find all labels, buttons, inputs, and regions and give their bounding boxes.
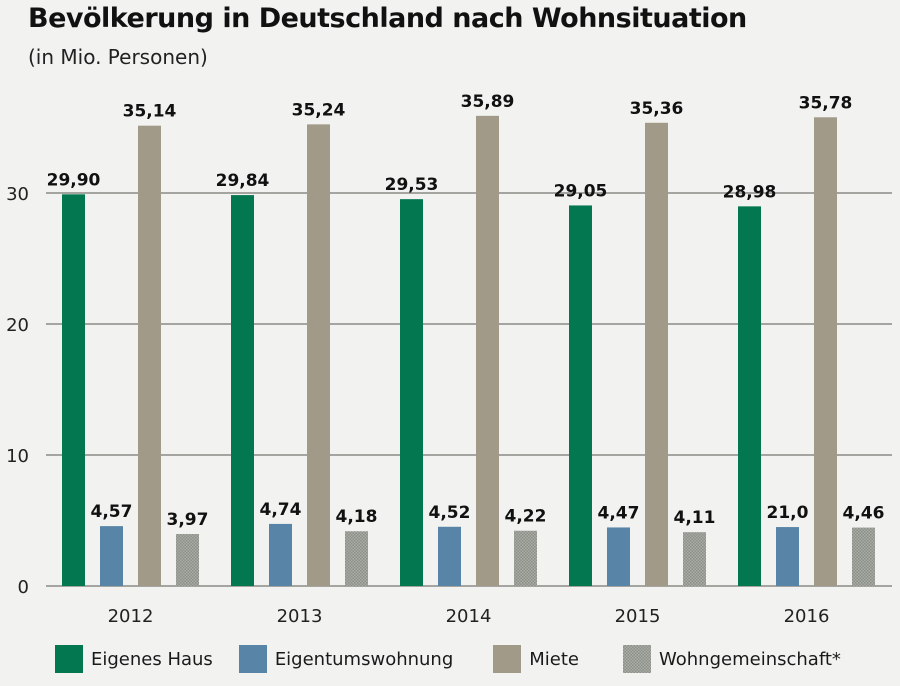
data-label: 35,78	[799, 93, 853, 113]
legend-swatch	[238, 645, 267, 673]
data-label: 4,57	[91, 502, 133, 522]
legend-label: Miete	[529, 648, 580, 670]
bar-miete-2014	[476, 115, 499, 586]
bar-miete-2013	[307, 124, 330, 586]
data-label: 35,24	[292, 100, 346, 120]
x-tick-label: 2014	[446, 606, 492, 627]
legend-label: Eigenes Haus	[91, 648, 213, 670]
bar-eigenes-haus-2016	[738, 206, 761, 586]
bar-eigenes-haus-2013	[231, 195, 254, 586]
bar-wohngemeinschaft-2015	[683, 532, 706, 586]
y-tick-label: 20	[6, 315, 29, 336]
bar-wohngemeinschaft-2014	[514, 530, 537, 586]
bar-eigenes-haus-2012	[62, 194, 85, 586]
data-label: 29,90	[47, 170, 101, 190]
bar-miete-2015	[645, 122, 668, 586]
data-label: 4,11	[674, 508, 716, 528]
data-label: 4,46	[843, 504, 885, 524]
legend-label: Eigentumswohnung	[274, 648, 454, 670]
y-tick-label: 0	[18, 577, 29, 598]
data-label: 4,47	[598, 503, 640, 523]
legend-item-eigenes-haus: Eigenes Haus	[55, 645, 213, 673]
bar-eigenes-haus-2015	[569, 205, 592, 586]
legend-item-eigentumswohnung: Eigentumswohnung	[238, 645, 454, 673]
data-label: 4,52	[429, 503, 471, 523]
legend: Eigenes Haus Eigentumswohnung Miete Wohn…	[55, 645, 867, 673]
data-label: 35,89	[461, 92, 515, 112]
bar-wohngemeinschaft-2012	[176, 533, 199, 586]
y-tick-label: 10	[6, 446, 29, 467]
data-label: 4,22	[505, 507, 547, 527]
legend-label: Wohngemeinschaft*	[659, 648, 841, 670]
legend-item-wohngemeinschaft: Wohngemeinschaft*	[623, 645, 841, 673]
bar-miete-2012	[138, 125, 161, 586]
bar-miete-2016	[814, 117, 837, 587]
data-label: 29,05	[554, 181, 608, 201]
data-label: 35,14	[123, 102, 177, 122]
bar-wohngemeinschaft-2013	[345, 531, 368, 586]
bar-eigentumswohnung-2015	[607, 527, 630, 586]
chart-title: Bevölkerung in Deutschland nach Wohnsitu…	[28, 3, 747, 34]
bar-eigenes-haus-2014	[400, 199, 423, 587]
x-tick-label: 2013	[277, 606, 323, 627]
data-label: 4,74	[260, 500, 302, 520]
bar-wohngemeinschaft-2016	[852, 527, 875, 586]
y-tick-label: 30	[6, 184, 29, 205]
data-label: 28,98	[723, 182, 777, 202]
data-label: 29,84	[216, 171, 270, 191]
legend-swatch	[623, 645, 652, 673]
legend-swatch	[493, 645, 522, 673]
data-label: 3,97	[167, 510, 209, 530]
data-label: 29,53	[385, 175, 439, 195]
data-label: 21,0	[767, 503, 809, 523]
legend-item-miete: Miete	[493, 645, 579, 673]
legend-swatch	[55, 645, 83, 673]
data-label: 35,36	[630, 99, 684, 119]
x-tick-label: 2015	[615, 606, 661, 627]
bar-eigentumswohnung-2014	[438, 526, 461, 586]
bar-eigentumswohnung-2013	[269, 523, 292, 586]
x-tick-label: 2012	[108, 606, 154, 627]
data-label: 4,18	[336, 507, 378, 527]
bar-eigentumswohnung-2012	[100, 526, 123, 586]
chart-subtitle: (in Mio. Personen)	[28, 45, 208, 69]
x-tick-label: 2016	[784, 606, 830, 627]
bar-eigentumswohnung-2016	[776, 527, 799, 586]
